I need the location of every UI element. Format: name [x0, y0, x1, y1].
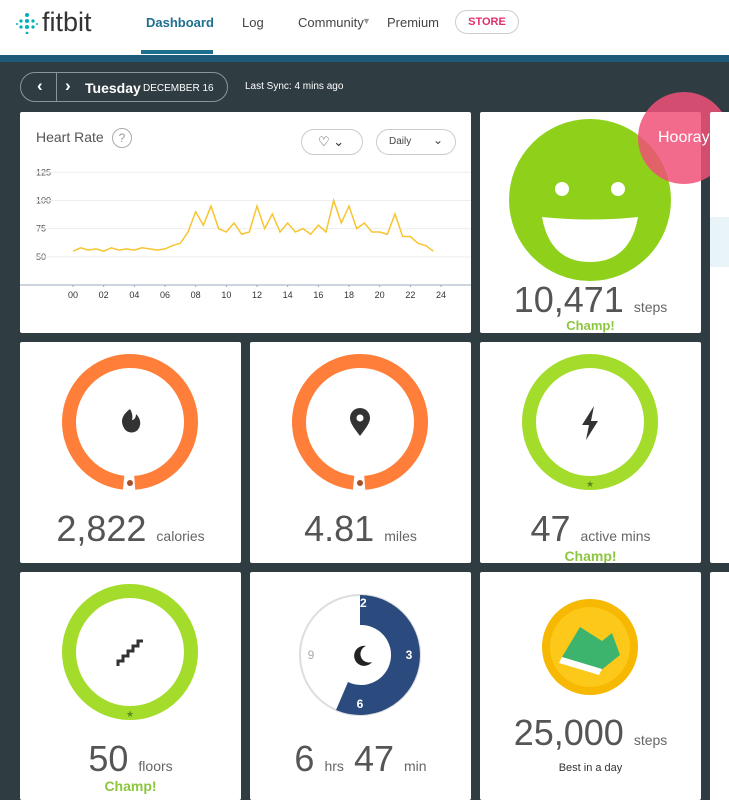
x-tick-label: 04 [129, 290, 139, 300]
ring [62, 354, 198, 490]
nav-dashboard[interactable]: Dashboard [146, 15, 214, 30]
unit: min [404, 758, 427, 774]
hours: 6 [294, 738, 315, 779]
period-selector[interactable]: Daily ⌄ [376, 129, 456, 155]
zone-selector[interactable]: ♡ ⌄ [301, 129, 363, 155]
divider [56, 73, 57, 101]
accent-strip [0, 55, 729, 62]
dial-label: 6 [357, 697, 364, 711]
panel [710, 217, 729, 267]
value: 25,000 [513, 712, 624, 753]
store-button[interactable]: STORE [455, 10, 519, 34]
x-tick-label: 20 [375, 290, 385, 300]
badge: Champ! [564, 548, 617, 563]
next-day[interactable]: › [65, 76, 71, 95]
dial-label: 12 [353, 596, 367, 610]
period: Daily [389, 136, 412, 147]
x-tick-label: 24 [436, 290, 446, 300]
unit: calories [156, 528, 205, 544]
value: 4.81 [304, 508, 375, 549]
value: 50 [88, 738, 129, 779]
smiley [509, 119, 671, 281]
heart-rate-tile: Heart Rate ? ♡ ⌄ Daily ⌄ 50 75 100 125 00 02 0… [20, 112, 471, 333]
dropdown-arrow: ⌄ [433, 133, 444, 147]
tile-title: Heart Rate [36, 129, 104, 145]
active-value: 47 active mins [480, 508, 701, 550]
ring [292, 354, 428, 490]
badge: Champ! [566, 318, 615, 333]
nav-log[interactable]: Log [242, 15, 264, 30]
x-tick-label: 06 [160, 290, 170, 300]
partial-tile [710, 112, 729, 563]
prev-day[interactable]: ‹ [37, 76, 43, 95]
steps-value: 10,471 steps [480, 279, 701, 321]
x-tick-label: 22 [405, 290, 415, 300]
x-tick-label: 02 [99, 290, 109, 300]
logo-icon [16, 13, 38, 34]
unit: steps [633, 732, 668, 748]
calories-tile: 2,822 calories [20, 342, 241, 563]
logo[interactable]: fitbit [42, 7, 92, 37]
value: 2,822 [56, 508, 147, 549]
x-tick-label: 00 [68, 290, 78, 300]
distance-value: 4.81 miles [250, 508, 471, 550]
floors-value: 50 floors [20, 738, 241, 780]
sleep-dial: 12 3 6 9 [299, 594, 421, 716]
svg-text:★: ★ [126, 709, 134, 719]
unit: active mins [580, 528, 651, 544]
unit: floors [138, 758, 173, 774]
date: DECEMBER 16 [143, 83, 214, 94]
unit: hrs [324, 758, 344, 774]
dial-label: 3 [406, 648, 413, 662]
x-tick-label: 18 [344, 290, 354, 300]
value: 47 [530, 508, 571, 549]
popup-text: Hooray [658, 129, 710, 146]
nav-premium[interactable]: Premium [387, 15, 440, 30]
sleep-value: 6 hrs 47 min [250, 738, 471, 780]
date-selector: ‹ › Tuesday DECEMBER 16 [20, 72, 228, 102]
x-tick-label: 08 [191, 290, 201, 300]
svg-text:★: ★ [586, 479, 594, 489]
day: Tuesday [85, 80, 141, 96]
distance-tile: 4.81 miles [250, 342, 471, 563]
best-tile: 25,000 steps Best in a day [480, 572, 701, 800]
x-tick-label: 10 [221, 290, 231, 300]
badge: Champ! [104, 778, 157, 794]
heart-rate-line [72, 197, 434, 252]
partial-tile [710, 572, 729, 800]
calories-value: 2,822 calories [20, 508, 241, 550]
badge-icon [542, 599, 638, 695]
ring: ★ [522, 354, 658, 490]
value: 10,471 [513, 279, 624, 320]
ring: ★ [62, 584, 198, 720]
top-bar: fitbit Dashboard Log Community ▼ Premium… [0, 0, 729, 55]
nav-underline [141, 50, 213, 54]
active-tile: ★ 47 active mins Champ! [480, 342, 701, 563]
x-tick-label: 12 [252, 290, 262, 300]
best-value: 25,000 steps [480, 712, 701, 754]
x-tick-label: 16 [313, 290, 323, 300]
caption: Best in a day [558, 762, 623, 774]
dropdown-arrow: ▼ [362, 16, 371, 26]
last-sync: Last Sync: 4 mins ago [245, 81, 344, 92]
nav-community[interactable]: Community [298, 15, 364, 30]
sleep-tile: 12 3 6 9 6 hrs 47 min [250, 572, 471, 800]
dial-label: 9 [308, 648, 315, 662]
help-icon[interactable]: ? [112, 128, 132, 148]
steps-tile: 10,471 steps Champ! [480, 112, 701, 333]
x-tick-label: 14 [283, 290, 293, 300]
unit: steps [633, 299, 668, 315]
minutes: 47 [353, 738, 394, 779]
unit: miles [384, 528, 417, 544]
floors-tile: ★ 50 floors Champ! [20, 572, 241, 800]
